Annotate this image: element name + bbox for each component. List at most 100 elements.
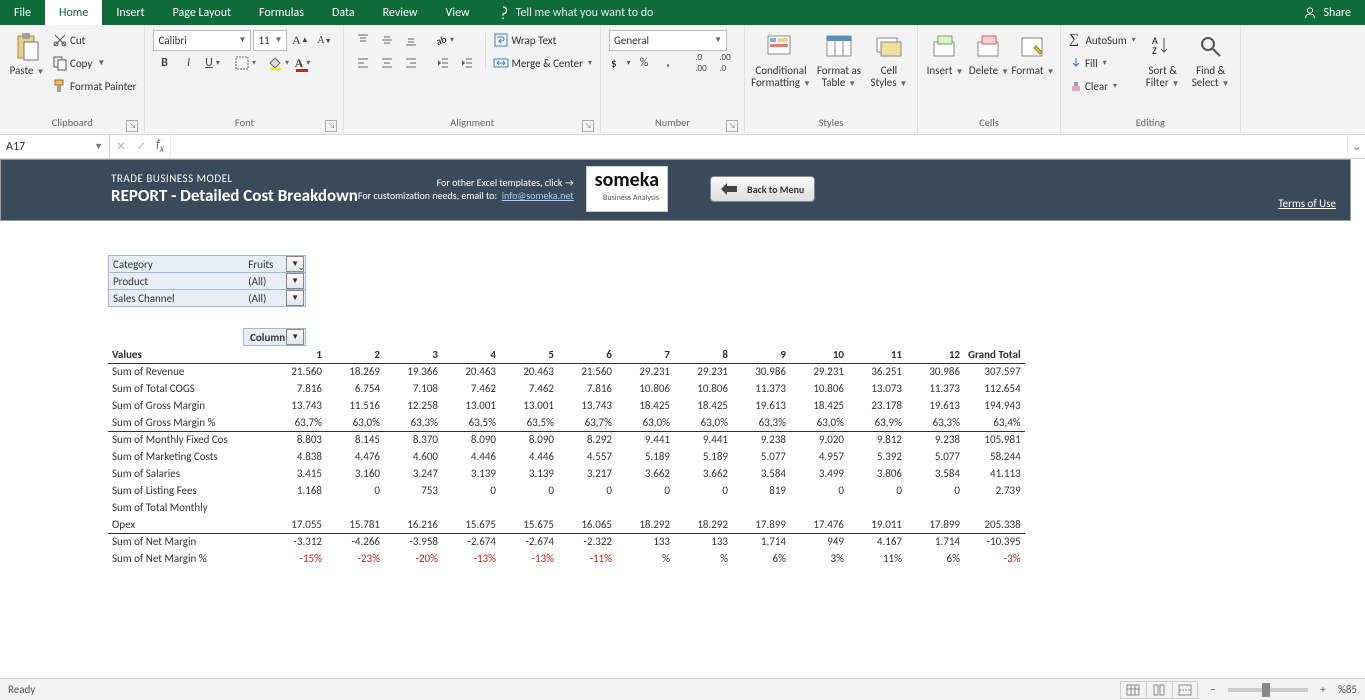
font-name-select[interactable]: Calibri▼: [153, 30, 251, 51]
delete-cells-button[interactable]: Delete▼: [968, 29, 1010, 80]
border-button[interactable]: ▾: [234, 52, 256, 74]
back-label: Back to Menu: [747, 184, 804, 195]
decrease-indent-button[interactable]: [432, 52, 454, 74]
copy-label: Copy: [70, 57, 92, 70]
conditional-formatting-button[interactable]: Conditional Formatting▼: [751, 29, 811, 92]
number-dialog-launcher[interactable]: ↘: [726, 120, 738, 132]
enter-formula-icon[interactable]: ✓: [136, 139, 146, 154]
cut-label: Cut: [70, 34, 85, 47]
tab-data[interactable]: Data: [318, 0, 369, 25]
inc-decimal-button[interactable]: .0.00: [690, 52, 712, 74]
report-custom: For customization needs, email to:: [358, 189, 497, 202]
page-layout-view-button[interactable]: [1146, 681, 1172, 699]
filter-value: Fruits: [248, 258, 286, 271]
back-to-menu-button[interactable]: Back to Menu: [710, 176, 815, 202]
wrap-text-button[interactable]: Wrap Text: [491, 29, 594, 51]
autosum-button[interactable]: ∑ AutoSum▾: [1067, 29, 1138, 51]
status-bar: Ready − + %85: [0, 678, 1365, 700]
dec-decimal-button[interactable]: .00.0: [714, 52, 736, 74]
namebox-value: A17: [6, 140, 25, 154]
alignment-dialog-launcher[interactable]: ↘: [582, 120, 594, 132]
cut-button[interactable]: Cut: [50, 29, 138, 51]
format-painter-button[interactable]: Format Painter: [50, 75, 138, 97]
copy-button[interactable]: Copy▼: [50, 52, 138, 74]
align-bottom-button[interactable]: [400, 29, 422, 51]
tab-home[interactable]: Home: [45, 0, 102, 25]
group-styles: Conditional Formatting▼ Format as Table▼…: [745, 25, 918, 134]
tellme[interactable]: Tell me what you want to do: [496, 0, 654, 25]
filter-dropdown-icon[interactable]: ▼: [286, 290, 304, 306]
align-left-button[interactable]: [352, 52, 374, 74]
accounting-button[interactable]: $▾: [609, 52, 631, 74]
share-button[interactable]: Share: [1303, 0, 1351, 25]
page-break-view-button[interactable]: [1172, 681, 1198, 699]
insert-cells-button[interactable]: Insert▼: [924, 29, 966, 80]
clipboard-dialog-launcher[interactable]: ↘: [126, 120, 138, 132]
pivot-table: Values123456789101112Grand TotalSum of R…: [108, 346, 1025, 567]
comma-button[interactable]: ,: [657, 52, 679, 74]
normal-view-button[interactable]: [1120, 681, 1146, 699]
pivot-row: Opex17.05515.78116.21615.67515.67516.065…: [108, 516, 1025, 533]
zoom-out-button[interactable]: −: [1206, 683, 1220, 696]
font-dialog-launcher[interactable]: ↘: [325, 120, 337, 132]
tab-view[interactable]: View: [432, 0, 484, 25]
name-box[interactable]: A17▼: [0, 135, 110, 158]
formula-input[interactable]: [171, 135, 1347, 158]
pivot-row: Sum of Total Monthly: [108, 499, 1025, 516]
italic-button[interactable]: I: [177, 52, 199, 74]
filter-dropdown-icon[interactable]: ▼: [286, 273, 304, 289]
report-email-link[interactable]: info@someka.net: [502, 189, 574, 202]
align-right-button[interactable]: [400, 52, 422, 74]
tab-review[interactable]: Review: [369, 0, 432, 25]
orientation-button[interactable]: ab▾: [432, 29, 454, 51]
clear-button[interactable]: Clear▾: [1067, 75, 1138, 97]
fx-icon[interactable]: fx: [156, 138, 164, 154]
merge-center-button[interactable]: Merge & Center▾: [491, 52, 594, 74]
cell-styles-button[interactable]: Cell Styles▼: [867, 29, 911, 92]
tab-page-layout[interactable]: Page Layout: [159, 0, 245, 25]
align-top-button[interactable]: [352, 29, 374, 51]
sort-filter-button[interactable]: AZSort & Filter▼: [1140, 29, 1186, 97]
align-middle-button[interactable]: [376, 29, 398, 51]
grow-font-button[interactable]: A▲: [289, 29, 311, 51]
zoom-thumb[interactable]: [1262, 683, 1270, 697]
format-cells-button[interactable]: Format▼: [1012, 29, 1054, 80]
clear-label: Clear: [1085, 80, 1108, 93]
tab-file[interactable]: File: [0, 0, 45, 25]
tab-formulas[interactable]: Formulas: [245, 0, 318, 25]
number-format: General: [614, 34, 649, 47]
filter-category[interactable]: CategoryFruits▼⌄: [108, 255, 306, 273]
align-center-button[interactable]: [376, 52, 398, 74]
zoom-in-button[interactable]: +: [1316, 683, 1330, 696]
tab-insert[interactable]: Insert: [102, 0, 158, 25]
terms-link[interactable]: Terms of Use: [1278, 197, 1336, 212]
column-header-label: Column: [250, 331, 285, 344]
cells-group-label: Cells: [979, 116, 999, 129]
column-header-dropdown[interactable]: Column ▼: [243, 328, 306, 346]
fill-button[interactable]: Fill▾: [1067, 52, 1138, 74]
pivot-row: Sum of Total COGS7.8166.7547.1087.4627.4…: [108, 380, 1025, 397]
font-size-select[interactable]: 11▼: [253, 30, 287, 51]
zoom-slider[interactable]: [1228, 688, 1308, 692]
cancel-formula-icon[interactable]: ✕: [116, 139, 126, 154]
number-group-label: Number: [655, 116, 690, 129]
find-select-button[interactable]: Find & Select▼: [1188, 29, 1234, 97]
font-group-label: Font: [235, 116, 254, 129]
underline-button[interactable]: U▾: [201, 52, 223, 74]
fill-color-button[interactable]: ▾: [267, 52, 289, 74]
shrink-font-button[interactable]: A▼: [313, 29, 335, 51]
percent-button[interactable]: %: [633, 52, 655, 74]
paste-button[interactable]: Paste▼: [6, 29, 48, 97]
filter-sales-channel[interactable]: Sales Channel(All)▼: [108, 289, 306, 307]
increase-indent-button[interactable]: [456, 52, 478, 74]
font-color-button[interactable]: A▾: [291, 52, 313, 74]
number-format-select[interactable]: General▼: [609, 30, 727, 51]
filter-product[interactable]: Product(All)▼: [108, 272, 306, 290]
group-cells: Insert▼ Delete▼ Format▼ Cells: [918, 25, 1061, 134]
formula-bar-expand[interactable]: ⌄: [1347, 135, 1365, 158]
bold-button[interactable]: B: [153, 52, 175, 74]
pivot-row: Sum of Monthly Fixed Cos8.8038.1458.3708…: [108, 431, 1025, 448]
filter-dropdown-icon[interactable]: ▼⌄: [286, 256, 304, 272]
format-as-table-button[interactable]: Format as Table▼: [813, 29, 865, 92]
tab-row: FileHomeInsertPage LayoutFormulasDataRev…: [0, 0, 484, 25]
